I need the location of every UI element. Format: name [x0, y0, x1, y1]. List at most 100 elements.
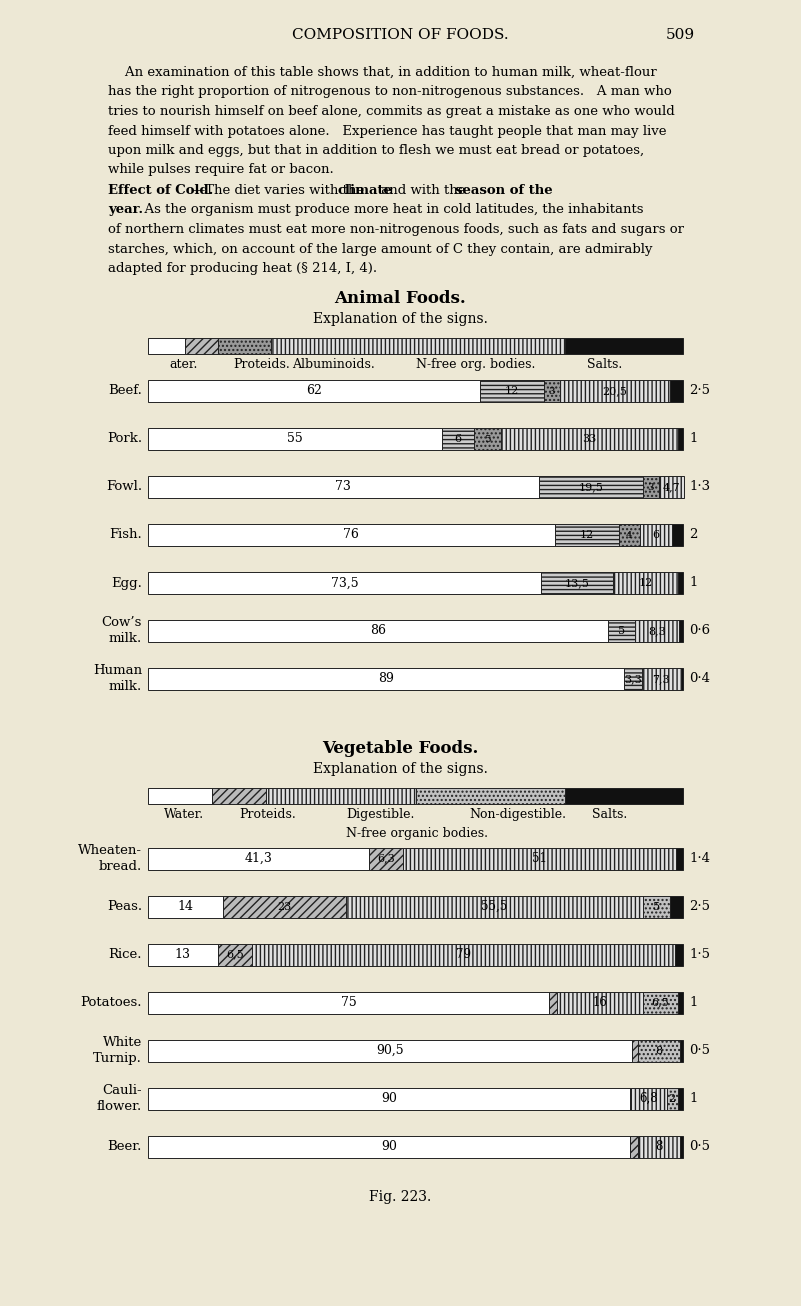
Bar	[643, 896, 670, 918]
Bar	[541, 572, 614, 594]
Bar	[501, 428, 678, 451]
Bar	[346, 896, 643, 918]
Bar	[659, 475, 684, 498]
Text: 1·5: 1·5	[689, 948, 710, 961]
Text: 1: 1	[689, 432, 698, 445]
Text: upon milk and eggs, but that in addition to flesh we must eat bread or potatoes,: upon milk and eggs, but that in addition…	[108, 144, 644, 157]
Text: 20,5: 20,5	[602, 387, 627, 396]
Text: of northern climates must eat more non-nitrogenous foods, such as fats and sugar: of northern climates must eat more non-n…	[108, 223, 684, 236]
Text: Vegetable Foods.: Vegetable Foods.	[322, 741, 478, 757]
Text: Non-digestible.: Non-digestible.	[469, 808, 566, 821]
Bar	[538, 475, 643, 498]
Bar	[148, 667, 624, 690]
Text: 1: 1	[689, 576, 698, 589]
Text: 5: 5	[653, 901, 660, 912]
Bar	[667, 1088, 678, 1110]
Text: year.: year.	[108, 204, 143, 217]
Text: Animal Foods.: Animal Foods.	[334, 290, 466, 307]
Bar	[554, 524, 619, 546]
Text: Wheaten-
bread.: Wheaten- bread.	[78, 844, 142, 872]
Bar	[474, 428, 501, 451]
Text: Cow’s
milk.: Cow’s milk.	[102, 616, 142, 645]
Bar	[672, 524, 683, 546]
Text: Pork.: Pork.	[107, 432, 142, 445]
Text: 3: 3	[549, 387, 555, 396]
Text: 6,5: 6,5	[226, 949, 244, 960]
Bar	[608, 620, 635, 643]
Text: 6,5: 6,5	[651, 998, 669, 1007]
Bar	[675, 943, 683, 965]
Bar	[643, 991, 678, 1013]
Bar	[148, 524, 554, 546]
Bar	[442, 428, 474, 451]
Text: 19,5: 19,5	[578, 482, 603, 492]
Bar	[679, 620, 683, 643]
Text: 55: 55	[288, 432, 303, 445]
Text: 0·6: 0·6	[689, 624, 710, 637]
Bar	[638, 1135, 680, 1157]
Text: 8: 8	[655, 1140, 662, 1153]
Bar	[635, 620, 679, 643]
Text: 90,5: 90,5	[376, 1043, 404, 1057]
Text: Rice.: Rice.	[108, 948, 142, 961]
Bar	[619, 524, 640, 546]
Text: N-free org. bodies.: N-free org. bodies.	[416, 358, 535, 371]
Text: Fig. 223.: Fig. 223.	[369, 1191, 431, 1204]
Text: adapted for producing heat (§ 214, I, 4).: adapted for producing heat (§ 214, I, 4)…	[108, 263, 377, 276]
Text: Explanation of the signs.: Explanation of the signs.	[312, 312, 488, 326]
Bar	[212, 788, 266, 804]
Bar	[678, 572, 683, 594]
Text: As the organism must produce more heat in cold latitudes, the inhabitants: As the organism must produce more heat i…	[136, 204, 643, 217]
Bar	[670, 380, 683, 402]
Text: 3,3: 3,3	[624, 674, 642, 684]
Text: Salts.: Salts.	[586, 358, 622, 371]
Bar	[566, 788, 683, 804]
Text: Beef.: Beef.	[108, 384, 142, 397]
Bar	[681, 667, 683, 690]
Text: Fish.: Fish.	[109, 529, 142, 542]
Text: N-free organic bodies.: N-free organic bodies.	[346, 828, 488, 841]
Text: Egg.: Egg.	[111, 576, 142, 589]
Bar	[186, 338, 218, 354]
Text: COMPOSITION OF FOODS.: COMPOSITION OF FOODS.	[292, 27, 509, 42]
Bar	[148, 572, 541, 594]
Bar	[148, 380, 480, 402]
Text: An examination of this table shows that, in addition to human milk, wheat-flour: An examination of this table shows that,…	[108, 67, 657, 78]
Text: 0·4: 0·4	[689, 673, 710, 686]
Bar	[252, 943, 675, 965]
Text: has the right proportion of nitrogenous to non-nitrogenous substances.   A man w: has the right proportion of nitrogenous …	[108, 85, 672, 98]
Text: ater.: ater.	[169, 358, 198, 371]
Text: 2·5: 2·5	[689, 900, 710, 913]
Text: 0·5: 0·5	[689, 1043, 710, 1057]
Text: 51: 51	[532, 852, 546, 865]
Text: 4: 4	[626, 530, 633, 539]
Bar	[680, 1040, 683, 1062]
Text: 13: 13	[175, 948, 191, 961]
Text: 6: 6	[455, 434, 462, 444]
Text: 86: 86	[370, 624, 386, 637]
Bar	[148, 338, 186, 354]
Text: 7,3: 7,3	[653, 674, 670, 684]
Text: 509: 509	[666, 27, 694, 42]
Text: Water.: Water.	[164, 808, 204, 821]
Bar	[638, 1040, 680, 1062]
Text: 1·3: 1·3	[689, 481, 710, 494]
Bar	[678, 1088, 683, 1110]
Text: Potatoes.: Potatoes.	[80, 996, 142, 1010]
Text: Human
milk.: Human milk.	[93, 665, 142, 693]
Bar	[403, 848, 675, 870]
Text: Albuminoids.: Albuminoids.	[292, 358, 375, 371]
Bar	[148, 1040, 632, 1062]
Bar	[670, 896, 683, 918]
Bar	[148, 475, 538, 498]
Text: Salts.: Salts.	[592, 808, 627, 821]
Text: feed himself with potatoes alone.   Experience has taught people that man may li: feed himself with potatoes alone. Experi…	[108, 124, 666, 137]
Bar	[148, 620, 608, 643]
Text: 2: 2	[689, 529, 698, 542]
Text: Cauli-
flower.: Cauli- flower.	[97, 1084, 142, 1113]
Bar	[223, 896, 346, 918]
Text: 14: 14	[178, 900, 194, 913]
Bar	[266, 788, 416, 804]
Text: 5: 5	[618, 626, 625, 636]
Text: 6,3: 6,3	[377, 854, 395, 863]
